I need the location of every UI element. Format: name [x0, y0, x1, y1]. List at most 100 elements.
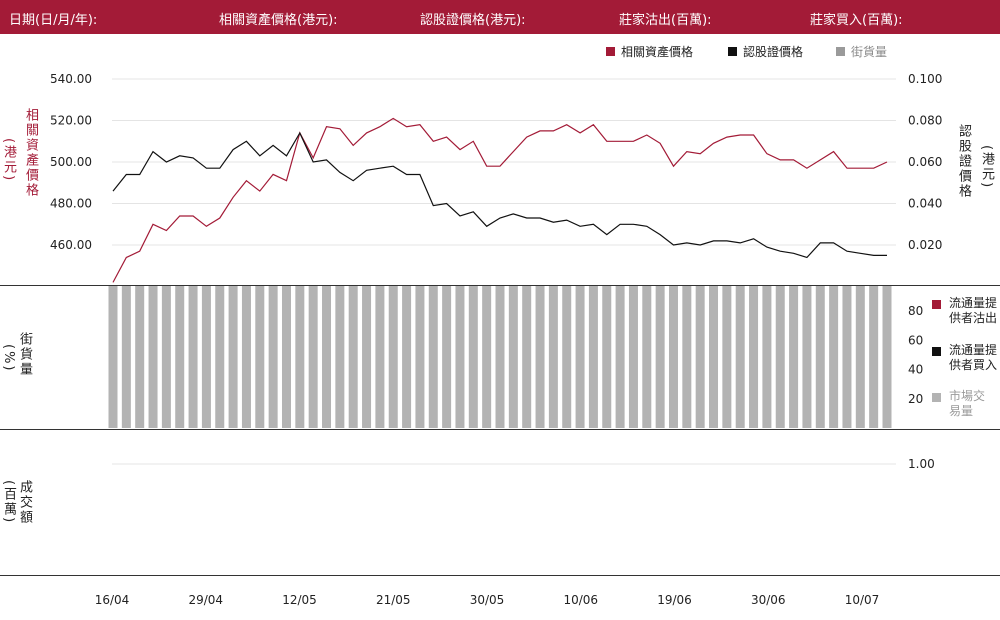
volume-axis-title: 街貨量 — [17, 332, 32, 377]
outstanding-bar — [135, 286, 145, 428]
outstanding-bar — [295, 286, 305, 428]
outstanding-bar — [535, 286, 545, 428]
legend-lp-sold-label: 流通量提供者沽出 — [949, 296, 998, 325]
legend-underlying-label: 相關資產價格 — [621, 45, 694, 59]
outstanding-bar — [268, 286, 278, 428]
underlying-price-label: 相關資產價格(港元): — [219, 13, 338, 28]
right-axis-tick-label: 0.020 — [908, 238, 942, 252]
date-label: 日期(日/月/年): — [9, 13, 98, 28]
legend-market-label: 市場交易量 — [949, 389, 986, 418]
outstanding-bar — [468, 286, 478, 428]
outstanding-bar — [749, 286, 759, 428]
outstanding-bar — [308, 286, 318, 428]
outstanding-bar — [575, 286, 585, 428]
panel-divider-top — [0, 285, 1000, 286]
outstanding-bar — [348, 286, 358, 428]
outstanding-bar — [322, 286, 332, 428]
outstanding-bar — [362, 286, 372, 428]
legend-outstanding[interactable]: 街貨量 — [836, 43, 887, 60]
legend-warrant[interactable]: 認股證價格 — [728, 43, 803, 60]
outstanding-bar — [562, 286, 572, 428]
outstanding-bar — [882, 286, 892, 428]
outstanding-bar — [188, 286, 198, 428]
outstanding-bar — [642, 286, 652, 428]
header-bar: 日期(日/月/年): 相關資產價格(港元): 認股證價格(港元): 莊家沽出(百… — [0, 0, 1000, 34]
outstanding-bar — [281, 286, 291, 428]
left-axis-tick-label: 520.00 — [50, 114, 92, 128]
legend-market[interactable]: 市場交易量 — [932, 389, 993, 419]
outstanding-bar — [508, 286, 518, 428]
outstanding-bar — [815, 286, 825, 428]
outstanding-bar — [161, 286, 171, 428]
outstanding-bar — [802, 286, 812, 428]
volume-tick-label: 80 — [908, 304, 923, 318]
legend-underlying[interactable]: 相關資產價格 — [606, 43, 693, 60]
x-axis-tick-label: 10/06 — [563, 593, 598, 607]
outstanding-bar — [789, 286, 799, 428]
outstanding-bar — [762, 286, 772, 428]
outstanding-bar — [522, 286, 532, 428]
outstanding-bar — [442, 286, 452, 428]
outstanding-bar — [482, 286, 492, 428]
outstanding-bar — [108, 286, 118, 428]
issuer-bought-label: 莊家買入(百萬): — [810, 13, 903, 28]
x-axis-tick-label: 10/07 — [845, 593, 880, 607]
x-axis-tick-label: 30/06 — [751, 593, 786, 607]
outstanding-bar — [255, 286, 265, 428]
legend-outstanding-label: 街貨量 — [851, 45, 888, 59]
right-axis-tick-label: 0.060 — [908, 155, 942, 169]
legend-lp-bought[interactable]: 流通量提供者買入 — [932, 343, 1000, 373]
outstanding-bar — [869, 286, 879, 428]
outstanding-bar — [215, 286, 225, 428]
left-axis-unit: (港元) — [1, 138, 16, 183]
outstanding-bar — [615, 286, 625, 428]
outstanding-bar — [829, 286, 839, 428]
outstanding-bar — [175, 286, 185, 428]
x-axis-tick-label: 21/05 — [376, 593, 411, 607]
x-axis-tick-label: 19/06 — [657, 593, 692, 607]
outstanding-bar — [628, 286, 638, 428]
outstanding-bar — [375, 286, 385, 428]
x-axis-tick-label: 16/04 — [95, 593, 130, 607]
lp-bought-swatch-icon — [932, 347, 941, 356]
outstanding-bar — [335, 286, 345, 428]
legend-warrant-label: 認股證價格 — [743, 45, 804, 59]
x-axis-tick-label: 29/04 — [188, 593, 223, 607]
legend-lp-bought-label: 流通量提供者買入 — [949, 343, 998, 372]
outstanding-bar — [709, 286, 719, 428]
panel-divider-middle — [0, 429, 1000, 430]
outstanding-bar — [548, 286, 558, 428]
outstanding-bar — [682, 286, 692, 428]
outstanding-bar — [655, 286, 665, 428]
outstanding-bar — [842, 286, 852, 428]
warrant-price-line — [112, 131, 887, 259]
warrant-price-label: 認股證價格(港元): — [420, 13, 526, 28]
outstanding-bar — [735, 286, 745, 428]
panel-divider-bottom — [0, 575, 1000, 576]
turnover-tick-label: 1.00 — [908, 457, 935, 471]
right-axis-tick-label: 0.080 — [908, 114, 942, 128]
left-axis-tick-label: 480.00 — [50, 197, 92, 211]
warrant-swatch-icon — [728, 47, 737, 56]
outstanding-bar — [855, 286, 865, 428]
right-axis-tick-label: 0.100 — [908, 72, 942, 86]
legend-lp-sold[interactable]: 流通量提供者沽出 — [932, 296, 1000, 326]
outstanding-bar — [201, 286, 211, 428]
outstanding-bar — [241, 286, 251, 428]
outstanding-bar — [588, 286, 598, 428]
x-axis-tick-label: 30/05 — [470, 593, 505, 607]
outstanding-bar — [668, 286, 678, 428]
outstanding-bar — [402, 286, 412, 428]
outstanding-bar — [121, 286, 131, 428]
lp-sold-swatch-icon — [932, 300, 941, 309]
issuer-sold-label: 莊家沽出(百萬): — [619, 13, 712, 28]
right-axis-title: 認股證價格 — [956, 124, 971, 199]
outstanding-bar — [695, 286, 705, 428]
outstanding-swatch-icon — [836, 47, 845, 56]
left-axis-tick-label: 460.00 — [50, 238, 92, 252]
left-axis-tick-label: 540.00 — [50, 72, 92, 86]
right-axis-tick-label: 0.040 — [908, 197, 942, 211]
outstanding-bar — [428, 286, 438, 428]
left-axis-tick-label: 500.00 — [50, 155, 92, 169]
